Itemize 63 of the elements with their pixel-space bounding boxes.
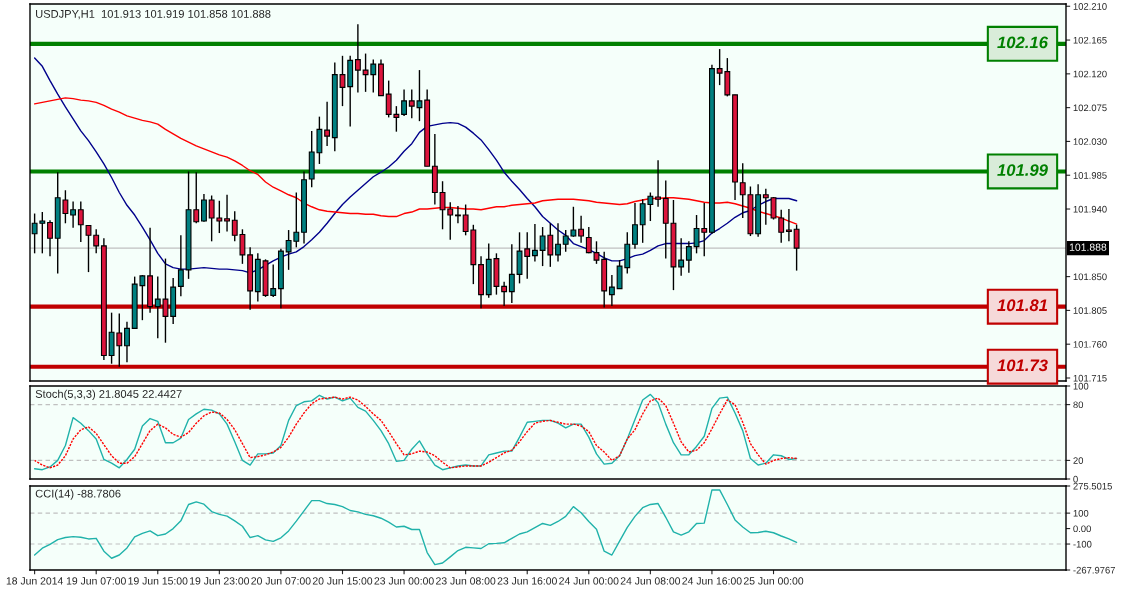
candlestick (555, 222, 561, 263)
candlestick (77, 200, 84, 243)
candlestick (578, 215, 585, 244)
candlestick (501, 281, 508, 307)
ref-line-label: 102.16 (997, 36, 1049, 49)
candlestick (224, 194, 230, 233)
x-tick-label: 19 Jun 23:00 (190, 577, 250, 585)
candlestick (632, 202, 638, 250)
y-tick-label: 80 (1073, 401, 1084, 409)
y-tick-label: 101.940 (1073, 205, 1107, 213)
x-tick-label: 24 Jun 00:00 (559, 577, 619, 585)
x-tick-label: 24 Jun 16:00 (682, 577, 742, 585)
candlestick (47, 219, 53, 258)
candlestick (70, 200, 77, 229)
ref-line-label: 101.99 (997, 164, 1048, 176)
chart-title: USDJPY,H1 101.913 101.919 101.858 101.888 (36, 9, 271, 20)
y-tick-label: 102.210 (1073, 3, 1107, 10)
candlestick (678, 237, 685, 277)
y-tick-label: -267.9767 (1073, 566, 1116, 574)
y-tick-label: 20 (1073, 457, 1084, 464)
ref-line-label: 101.888 (1069, 243, 1107, 251)
y-tick-label: 102.120 (1073, 70, 1107, 78)
candlestick (655, 159, 662, 208)
candlestick (354, 23, 361, 94)
candlestick (685, 240, 692, 274)
candlestick (793, 224, 800, 272)
y-tick-label: 0 (1073, 475, 1078, 483)
candlestick (608, 274, 615, 307)
y-tick-label: 100 (1073, 509, 1089, 517)
y-tick-label: 101.985 (1073, 172, 1107, 179)
x-tick-label: 23 Jun 16:00 (497, 577, 557, 585)
candlestick (401, 88, 408, 117)
y-tick-label: 102.075 (1073, 104, 1107, 112)
y-tick-label: 101.805 (1073, 307, 1107, 314)
x-tick-label: 18 Jun 2014 (6, 577, 63, 585)
x-tick-label: 25 Jun 00:00 (743, 577, 804, 585)
x-tick-label: 24 Jun 08:00 (620, 577, 681, 585)
candlestick (324, 100, 331, 147)
candlestick (531, 223, 538, 263)
x-tick-label: 19 Jun 07:00 (66, 577, 126, 585)
candlestick (785, 208, 792, 243)
x-tick-label: 23 Jun 00:00 (374, 577, 434, 585)
x-tick-label: 20 Jun 15:00 (312, 577, 373, 585)
candlestick (124, 320, 130, 363)
y-tick-label: 275.5015 (1073, 482, 1112, 490)
y-tick-label: 100 (1073, 382, 1089, 390)
chart-title: CCI(14) -88.7806 (35, 489, 121, 500)
candlestick (455, 205, 461, 224)
candlestick (201, 193, 207, 223)
y-tick-label: -100 (1073, 540, 1092, 548)
chart-title: Stoch(5,3,3) 21.8045 22.4427 (35, 389, 182, 401)
y-tick-label: 0.00 (1073, 525, 1091, 533)
y-tick-label: 102.030 (1073, 138, 1107, 145)
ref-line-label: 101.81 (997, 299, 1048, 312)
x-tick-label: 23 Jun 08:00 (436, 577, 496, 585)
y-tick-label: 101.760 (1073, 341, 1107, 348)
ref-line-label: 101.73 (997, 359, 1048, 372)
candlestick (177, 234, 184, 297)
y-tick-label: 102.165 (1073, 36, 1107, 44)
x-tick-label: 20 Jun 07:00 (251, 577, 311, 585)
y-tick-label: 101.715 (1073, 374, 1107, 382)
x-tick-label: 19 Jun 15:00 (128, 577, 188, 585)
y-tick-label: 101.850 (1073, 273, 1107, 281)
